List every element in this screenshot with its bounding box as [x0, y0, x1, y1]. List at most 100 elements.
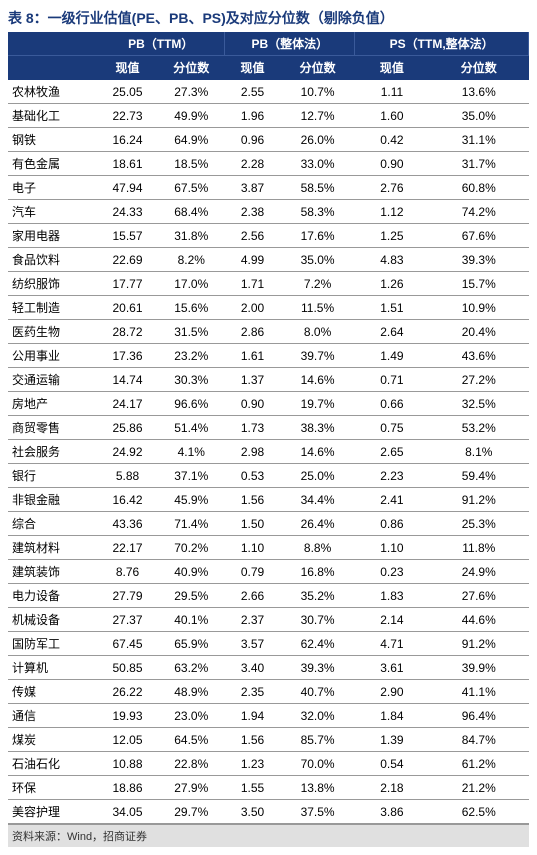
- table-row: 医药生物28.7231.5%2.868.0%2.6420.4%: [8, 320, 529, 344]
- cell-value: 0.54: [355, 752, 429, 776]
- cell-value: 2.56: [225, 224, 281, 248]
- cell-value: 10.7%: [280, 80, 355, 104]
- cell-value: 25.3%: [429, 512, 528, 536]
- cell-value: 8.8%: [280, 536, 355, 560]
- row-label: 汽车: [8, 200, 97, 224]
- cell-value: 13.6%: [429, 80, 528, 104]
- cell-value: 85.7%: [280, 728, 355, 752]
- table-row: 纺织服饰17.7717.0%1.717.2%1.2615.7%: [8, 272, 529, 296]
- cell-value: 84.7%: [429, 728, 528, 752]
- cell-value: 1.84: [355, 704, 429, 728]
- row-label: 通信: [8, 704, 97, 728]
- table-row: 食品饮料22.698.2%4.9935.0%4.8339.3%: [8, 248, 529, 272]
- cell-value: 2.14: [355, 608, 429, 632]
- subheader-blank: [8, 56, 97, 80]
- table-row: 综合43.3671.4%1.5026.4%0.8625.3%: [8, 512, 529, 536]
- cell-value: 2.35: [225, 680, 281, 704]
- subheader-quantile-3: 分位数: [429, 56, 528, 80]
- cell-value: 4.99: [225, 248, 281, 272]
- table-row: 公用事业17.3623.2%1.6139.7%1.4943.6%: [8, 344, 529, 368]
- cell-value: 1.96: [225, 104, 281, 128]
- row-label: 轻工制造: [8, 296, 97, 320]
- cell-value: 10.88: [97, 752, 158, 776]
- cell-value: 2.98: [225, 440, 281, 464]
- row-label: 非银金融: [8, 488, 97, 512]
- cell-value: 1.73: [225, 416, 281, 440]
- cell-value: 11.5%: [280, 296, 355, 320]
- cell-value: 22.8%: [158, 752, 225, 776]
- table-row: 美容护理34.0529.7%3.5037.5%3.8662.5%: [8, 800, 529, 824]
- cell-value: 3.86: [355, 800, 429, 824]
- table-row: 银行5.8837.1%0.5325.0%2.2359.4%: [8, 464, 529, 488]
- cell-value: 8.0%: [280, 320, 355, 344]
- table-row: 家用电器15.5731.8%2.5617.6%1.2567.6%: [8, 224, 529, 248]
- cell-value: 31.5%: [158, 320, 225, 344]
- cell-value: 1.12: [355, 200, 429, 224]
- row-label: 建筑装饰: [8, 560, 97, 584]
- cell-value: 1.56: [225, 488, 281, 512]
- table-body: 农林牧渔25.0527.3%2.5510.7%1.1113.6%基础化工22.7…: [8, 80, 529, 824]
- cell-value: 15.6%: [158, 296, 225, 320]
- data-source-footer: 资料来源：Wind，招商证券: [8, 824, 529, 847]
- cell-value: 45.9%: [158, 488, 225, 512]
- cell-value: 20.4%: [429, 320, 528, 344]
- cell-value: 32.0%: [280, 704, 355, 728]
- cell-value: 0.42: [355, 128, 429, 152]
- cell-value: 40.7%: [280, 680, 355, 704]
- row-label: 机械设备: [8, 608, 97, 632]
- cell-value: 27.79: [97, 584, 158, 608]
- row-label: 电子: [8, 176, 97, 200]
- table-row: 有色金属18.6118.5%2.2833.0%0.9031.7%: [8, 152, 529, 176]
- cell-value: 58.3%: [280, 200, 355, 224]
- header-blank: [8, 32, 97, 56]
- cell-value: 96.6%: [158, 392, 225, 416]
- table-row: 房地产24.1796.6%0.9019.7%0.6632.5%: [8, 392, 529, 416]
- cell-value: 27.6%: [429, 584, 528, 608]
- cell-value: 3.61: [355, 656, 429, 680]
- cell-value: 3.57: [225, 632, 281, 656]
- cell-value: 40.1%: [158, 608, 225, 632]
- cell-value: 30.7%: [280, 608, 355, 632]
- table-row: 电子47.9467.5%3.8758.5%2.7660.8%: [8, 176, 529, 200]
- row-label: 银行: [8, 464, 97, 488]
- cell-value: 23.0%: [158, 704, 225, 728]
- cell-value: 2.28: [225, 152, 281, 176]
- cell-value: 27.3%: [158, 80, 225, 104]
- cell-value: 70.2%: [158, 536, 225, 560]
- cell-value: 1.23: [225, 752, 281, 776]
- cell-value: 49.9%: [158, 104, 225, 128]
- table-row: 机械设备27.3740.1%2.3730.7%2.1444.6%: [8, 608, 529, 632]
- cell-value: 7.2%: [280, 272, 355, 296]
- table-row: 交通运输14.7430.3%1.3714.6%0.7127.2%: [8, 368, 529, 392]
- cell-value: 0.71: [355, 368, 429, 392]
- cell-value: 24.9%: [429, 560, 528, 584]
- cell-value: 53.2%: [429, 416, 528, 440]
- cell-value: 39.9%: [429, 656, 528, 680]
- cell-value: 1.39: [355, 728, 429, 752]
- cell-value: 18.86: [97, 776, 158, 800]
- cell-value: 61.2%: [429, 752, 528, 776]
- cell-value: 1.37: [225, 368, 281, 392]
- cell-value: 40.9%: [158, 560, 225, 584]
- row-label: 传媒: [8, 680, 97, 704]
- cell-value: 0.53: [225, 464, 281, 488]
- cell-value: 34.4%: [280, 488, 355, 512]
- cell-value: 96.4%: [429, 704, 528, 728]
- row-label: 电力设备: [8, 584, 97, 608]
- table-row: 通信19.9323.0%1.9432.0%1.8496.4%: [8, 704, 529, 728]
- cell-value: 31.8%: [158, 224, 225, 248]
- cell-value: 50.85: [97, 656, 158, 680]
- cell-value: 35.0%: [280, 248, 355, 272]
- cell-value: 65.9%: [158, 632, 225, 656]
- cell-value: 1.10: [355, 536, 429, 560]
- cell-value: 0.86: [355, 512, 429, 536]
- header-group-pb-ttm: PB（TTM）: [97, 32, 225, 56]
- cell-value: 19.93: [97, 704, 158, 728]
- cell-value: 2.66: [225, 584, 281, 608]
- table-row: 煤炭12.0564.5%1.5685.7%1.3984.7%: [8, 728, 529, 752]
- cell-value: 0.75: [355, 416, 429, 440]
- cell-value: 25.86: [97, 416, 158, 440]
- cell-value: 4.1%: [158, 440, 225, 464]
- cell-value: 37.1%: [158, 464, 225, 488]
- cell-value: 1.10: [225, 536, 281, 560]
